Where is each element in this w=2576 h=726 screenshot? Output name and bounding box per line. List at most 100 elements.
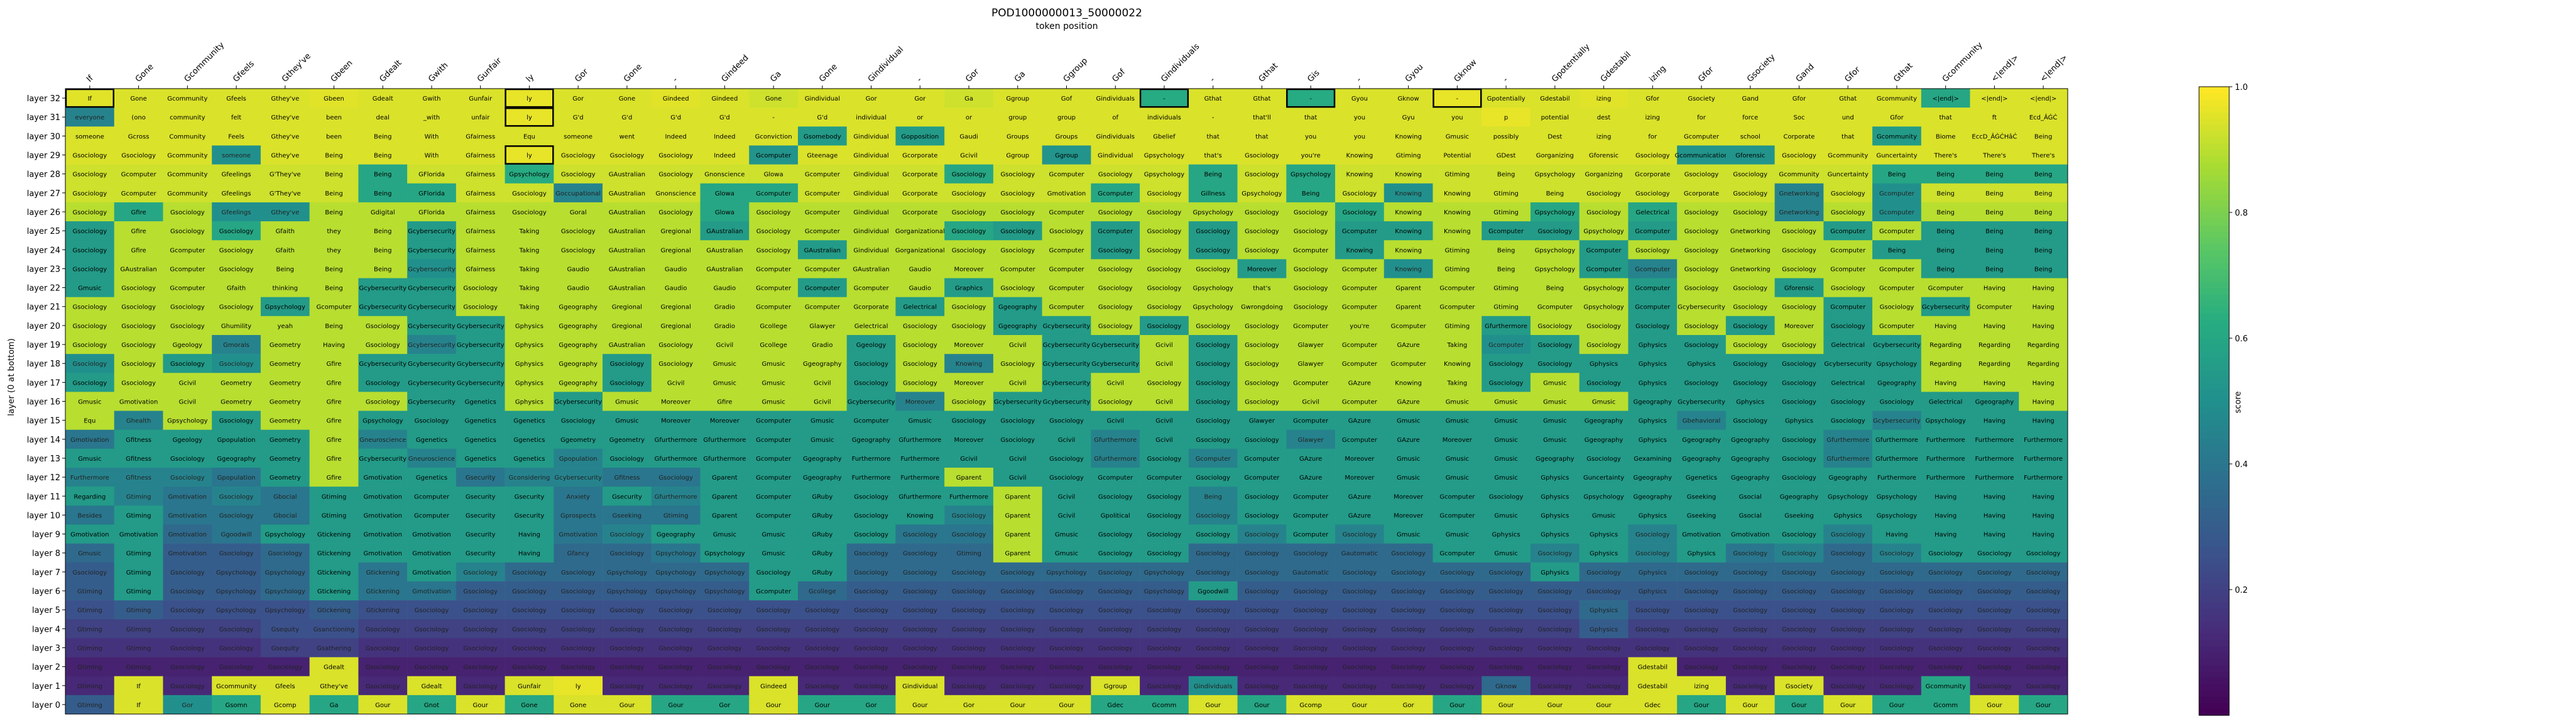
cell-label: Gsociology xyxy=(1489,361,1524,368)
cell-label: EccD_ÂĠĊHâĊ xyxy=(1972,132,2017,140)
heatmap-cell xyxy=(407,278,457,297)
cell-label: Gsociology xyxy=(1294,664,1328,671)
heatmap-cell xyxy=(358,126,408,146)
heatmap-cell xyxy=(554,183,603,203)
cell-label: Gmusic xyxy=(713,380,736,387)
cell-label: Gmotivation xyxy=(168,493,207,500)
cell-label: Gsociology xyxy=(1049,456,1084,463)
cell-label: Gsociology xyxy=(1880,304,1914,311)
cell-label: Gone xyxy=(130,96,146,102)
heatmap-cell xyxy=(1091,126,1140,146)
heatmap-cell xyxy=(1286,89,1336,108)
cell-label: Gtickening xyxy=(317,607,351,614)
cell-label: Gsociology xyxy=(121,304,156,311)
cell-label: Gcomputer xyxy=(1635,285,1671,292)
cell-label: Gsociology xyxy=(1733,190,1767,197)
cell-label: Gcomp xyxy=(274,702,296,709)
cell-label: Gsociology xyxy=(1098,645,1133,652)
cell-label: Gtickening xyxy=(366,588,400,595)
cell-label: someone xyxy=(564,133,592,140)
cell-label: Gsociology xyxy=(366,342,400,349)
cell-label: Gsociology xyxy=(1245,323,1279,330)
cell-label: GAzure xyxy=(1348,512,1371,519)
cell-label: Gcivil xyxy=(1155,437,1173,444)
cell-label: Geometry xyxy=(221,399,252,406)
cell-label: <|end|> xyxy=(1981,96,2007,102)
cell-label: Gcivil xyxy=(179,380,197,387)
heatmap-cell xyxy=(1091,240,1140,260)
cell-label: Gsociology xyxy=(854,607,888,614)
cell-label: Gsociology xyxy=(610,626,645,633)
cell-label: Gcybersecurity xyxy=(554,399,602,406)
cell-label: Being xyxy=(1985,172,2003,179)
cell-label: Gpsychology xyxy=(1144,588,1184,595)
y-tick-label: layer 20 xyxy=(27,322,60,331)
heatmap-cell xyxy=(749,259,799,278)
cell-label: Gfeels xyxy=(226,96,246,102)
cell-label: Gsociology xyxy=(1294,683,1328,690)
cell-label: Gsociology xyxy=(1684,342,1719,349)
cell-label: Ggenetics xyxy=(513,418,545,425)
heatmap-cell xyxy=(554,278,603,297)
cell-label: Gcomputer xyxy=(414,512,450,519)
cell-label: Gcommunity xyxy=(1877,96,1917,102)
cell-label: Glawyer xyxy=(1298,437,1324,444)
heatmap-cell xyxy=(603,221,652,241)
cell-label: Gcommunity xyxy=(216,683,256,690)
cell-label: Gdealt xyxy=(324,664,344,671)
cell-label: Gsociology xyxy=(903,361,937,368)
colorbar-segment xyxy=(2199,495,2229,502)
cell-label: Gsociology xyxy=(1782,475,1816,481)
cell-label: Regarding xyxy=(1929,342,1962,349)
cell-label: Gsociology xyxy=(121,380,156,387)
cell-label: Gmusic xyxy=(1494,418,1517,425)
cell-label: force xyxy=(1742,114,1758,121)
heatmap-cell xyxy=(1433,183,1482,203)
x-tick-label: Gdestabil xyxy=(1599,50,1633,84)
heatmap-cell xyxy=(944,334,994,355)
cell-label: Gcomputer xyxy=(756,285,792,292)
heatmap-cell xyxy=(895,183,945,203)
heatmap-cell xyxy=(1188,126,1238,146)
heatmap-cell xyxy=(505,259,554,278)
cell-label: Gcommunity xyxy=(1779,172,1819,179)
cell-label: GAzure xyxy=(1348,380,1371,387)
cell-label: unfair xyxy=(471,114,490,121)
cell-label: Gsociology xyxy=(952,228,986,235)
cell-label: Ggeography xyxy=(1975,399,2014,406)
cell-label: Gunfair xyxy=(469,96,493,102)
cell-label: Gelectrical xyxy=(1929,399,1963,406)
cell-label: Gphysics xyxy=(1639,342,1667,349)
x-tick-label: - xyxy=(671,75,680,84)
cell-label: Ggenetics xyxy=(1686,475,1717,481)
cell-label: Gsociology xyxy=(219,512,254,519)
cell-label: Gcomm xyxy=(1152,702,1177,709)
cell-label: Gsociology xyxy=(1635,551,1670,558)
cell-label: Gsociology xyxy=(658,342,693,349)
cell-label: Gsociology xyxy=(1343,209,1377,216)
cell-label: Gsociology xyxy=(1098,588,1133,595)
heatmap-cell xyxy=(1677,278,1727,297)
cell-label: Gor xyxy=(914,96,926,102)
cell-label: izing xyxy=(1596,96,1612,102)
cell-label: Gsociology xyxy=(1196,361,1230,368)
cell-label: Gsociology xyxy=(2026,569,2061,576)
cell-label: Gsociology xyxy=(170,475,205,481)
heatmap-cell xyxy=(603,89,652,108)
cell-label: Gfurthermore xyxy=(655,493,697,500)
heatmap-cell xyxy=(700,126,750,146)
heatmap-cell xyxy=(1677,297,1727,317)
cell-label: Gcommunity xyxy=(167,172,207,179)
heatmap-cell xyxy=(1140,126,1189,146)
heatmap-cell xyxy=(2019,221,2068,241)
heatmap-cell xyxy=(993,126,1042,146)
cell-label: Gsociology xyxy=(658,607,693,614)
cell-label: Gor xyxy=(572,96,584,102)
cell-label: Gsociology xyxy=(1391,551,1426,558)
heatmap-cell xyxy=(1823,145,1873,165)
cell-label: Gsociology xyxy=(1196,437,1230,444)
cell-label: Gsociology xyxy=(1684,266,1719,273)
cell-label: individual xyxy=(856,114,887,121)
heatmap-cell xyxy=(114,278,163,297)
cell-label: Gsecurity xyxy=(515,493,545,500)
